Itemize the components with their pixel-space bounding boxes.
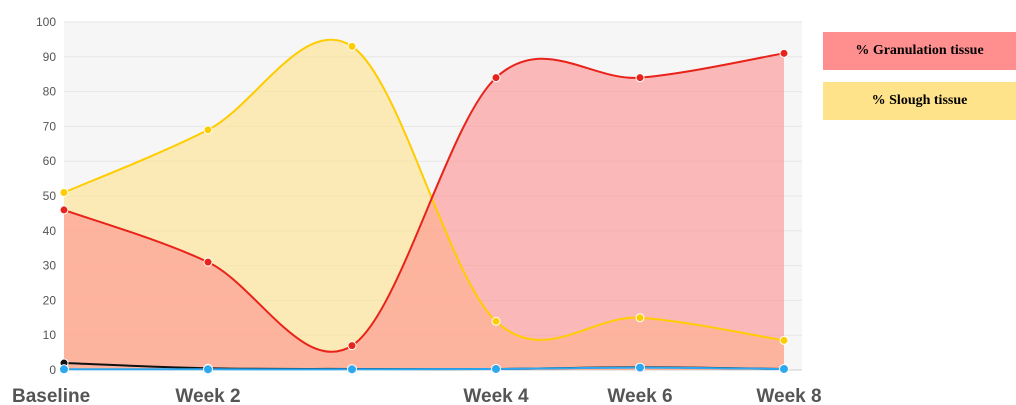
y-tick-label: 70	[43, 119, 57, 133]
y-tick-label: 100	[36, 15, 56, 29]
data-point-3	[779, 363, 789, 374]
x-tick-label: Baseline	[12, 386, 90, 405]
x-tick-label: Week 8	[756, 386, 821, 405]
data-point-1	[203, 125, 213, 135]
data-point-0	[635, 73, 645, 83]
data-point-3	[347, 364, 357, 375]
data-point-1	[779, 335, 789, 345]
data-point-1	[491, 316, 501, 326]
data-point-1	[59, 188, 69, 198]
data-point-0	[347, 341, 357, 351]
data-point-3	[491, 363, 501, 374]
y-tick-label: 30	[43, 259, 57, 273]
y-tick-label: 20	[43, 293, 57, 307]
legend-slough-label: % Slough tissue	[871, 93, 968, 108]
y-tick-label: 50	[43, 189, 57, 203]
data-point-0	[491, 73, 501, 83]
data-point-3	[59, 364, 69, 375]
legend-slough: % Slough tissue	[823, 82, 1016, 120]
y-tick-label: 90	[43, 50, 57, 64]
y-tick-label: 80	[43, 85, 57, 99]
data-point-3	[203, 364, 213, 375]
data-point-3	[635, 362, 645, 373]
data-point-1	[347, 41, 357, 51]
y-tick-label: 10	[43, 328, 57, 342]
series-area-0	[64, 53, 784, 370]
data-point-1	[635, 313, 645, 323]
series-area-1	[64, 39, 784, 371]
x-tick-label: Week 4	[463, 386, 529, 405]
x-tick-label: Week 6	[607, 386, 672, 405]
data-point-0	[203, 257, 213, 267]
x-tick-label: Week 2	[175, 386, 240, 405]
legend-granulation: % Granulation tissue	[823, 32, 1016, 70]
data-point-0	[59, 205, 69, 215]
legend-granulation-label: % Granulation tissue	[855, 43, 984, 58]
y-tick-label: 40	[43, 224, 57, 238]
series-line-3	[64, 366, 785, 371]
data-point-0	[779, 48, 789, 58]
y-tick-label: 0	[49, 363, 56, 377]
y-tick-label: 60	[43, 154, 57, 168]
